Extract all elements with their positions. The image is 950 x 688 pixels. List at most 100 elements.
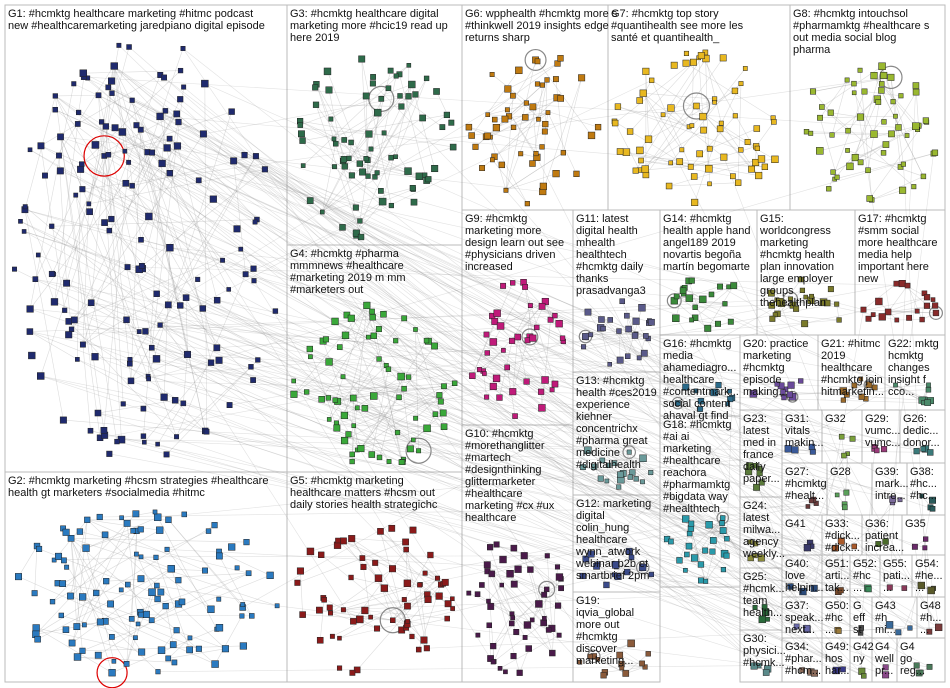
edge (406, 618, 448, 628)
node (925, 387, 932, 393)
edge (140, 239, 697, 392)
node (266, 571, 274, 579)
edge (676, 296, 928, 403)
edge (486, 301, 546, 335)
node (648, 318, 655, 326)
node (851, 382, 858, 389)
group-label: mi... (875, 624, 896, 636)
edge (140, 129, 178, 147)
edge (507, 109, 538, 158)
edge (708, 524, 725, 554)
group-label: increa... (865, 542, 904, 554)
edge (24, 95, 56, 210)
edge (131, 100, 229, 290)
node (699, 112, 707, 121)
self-loop (521, 328, 539, 346)
edge (70, 538, 83, 651)
edge (97, 399, 176, 414)
edge (602, 460, 619, 488)
node (160, 393, 168, 401)
node (554, 564, 561, 570)
edge (113, 66, 258, 220)
group-label: wynn_atwork (575, 546, 641, 558)
edge (366, 305, 404, 462)
node (73, 192, 79, 198)
group-label: prasadvanga3 (576, 285, 646, 297)
group-label: #hcmktg (576, 631, 618, 643)
edge (309, 348, 405, 389)
node (683, 568, 688, 573)
node (431, 164, 439, 173)
node (228, 543, 236, 551)
node (199, 130, 207, 138)
edge (380, 531, 446, 583)
node (878, 62, 886, 71)
group-label: G14: #hcmktg (663, 213, 731, 225)
node (332, 164, 337, 170)
edge (83, 76, 899, 128)
node (803, 544, 812, 552)
node (922, 545, 928, 551)
node (686, 530, 693, 537)
node (239, 613, 245, 619)
self-loop (405, 437, 432, 464)
edge (35, 278, 886, 542)
edge (205, 430, 756, 608)
edge (472, 321, 496, 376)
node (239, 642, 247, 650)
group-label: returns sharp (465, 32, 530, 44)
edge (372, 317, 455, 384)
node (893, 113, 898, 119)
group-label: G38: (910, 466, 934, 478)
group-label: go (900, 653, 912, 665)
edge (160, 324, 813, 452)
node (68, 326, 75, 332)
node (98, 119, 105, 125)
edge (505, 173, 557, 191)
edge (130, 129, 142, 381)
node (788, 296, 793, 302)
node (171, 397, 179, 404)
edge (563, 77, 582, 153)
node (149, 149, 156, 156)
node (499, 582, 504, 588)
node (359, 555, 366, 561)
group-label: G23: (743, 413, 767, 425)
node (109, 90, 115, 96)
group-label: marketing (663, 443, 711, 455)
edge (264, 169, 922, 586)
node (326, 417, 332, 422)
node (824, 299, 831, 307)
node (489, 338, 498, 346)
edge (328, 397, 756, 556)
edge (300, 84, 412, 126)
edge (245, 273, 931, 453)
node (858, 376, 864, 382)
edge (40, 375, 879, 545)
node (181, 511, 188, 518)
node (335, 537, 341, 544)
edge (813, 309, 864, 589)
group-label: ahamediagro... (663, 362, 736, 374)
node (857, 159, 864, 166)
edge (863, 309, 936, 314)
edge (217, 299, 847, 493)
node (931, 149, 939, 156)
edge (670, 68, 746, 164)
node (913, 662, 920, 669)
node (138, 263, 145, 269)
edge (538, 85, 543, 120)
node (325, 358, 333, 366)
node (146, 376, 152, 382)
node (340, 374, 346, 380)
node (163, 144, 171, 152)
group-label: #hcmktg health (760, 249, 835, 261)
edge (415, 329, 445, 427)
edge (494, 97, 558, 157)
node (697, 398, 705, 405)
node (899, 186, 907, 194)
node (819, 104, 825, 110)
edge (587, 449, 633, 473)
group-label: har... (825, 665, 849, 677)
group-label: #physicians driven (465, 249, 556, 261)
